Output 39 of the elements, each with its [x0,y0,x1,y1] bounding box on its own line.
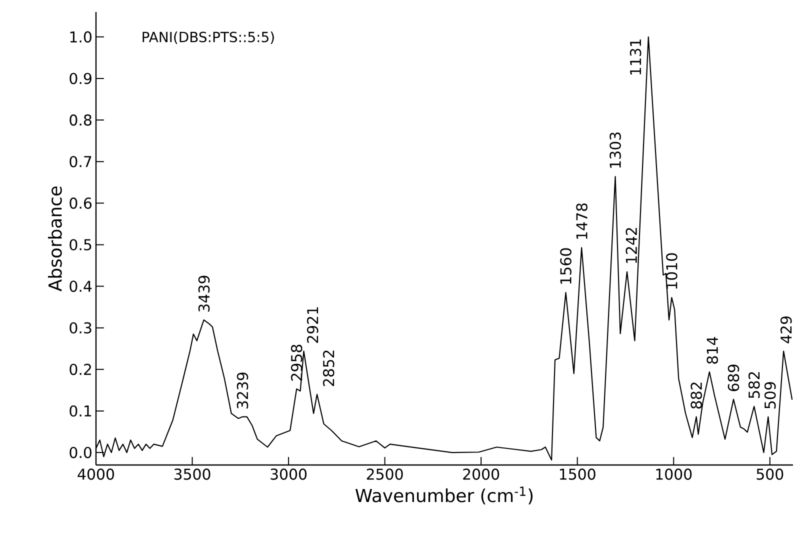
y-tick-label: 0.2 [70,364,91,376]
x-tick-label: 3000 [270,468,307,480]
annotation: 2852 [322,350,334,386]
y-tick-label: 0.6 [70,198,92,209]
annotation: 2921 [306,307,318,343]
annotation: 429 [780,316,792,344]
y-tick-label: 0.7 [70,156,92,168]
y-axis-title: Absorbance [48,186,62,292]
annotation: 582 [748,372,760,398]
y-tick-label: 0.5 [70,239,92,250]
x-tick-label: 2500 [366,468,403,480]
y-tick-label: 0.0 [70,446,92,458]
annotation: 882 [690,382,702,409]
annotation: 3239 [236,372,248,408]
y-tick-label: 0.1 [70,405,92,417]
annotation: 509 [764,382,776,408]
x-tick-label: 1500 [560,468,596,480]
annotation: 1010 [666,253,678,289]
annotation: 1131 [630,40,642,75]
y-tick-label: 0.8 [70,114,92,126]
annotation: 2958 [290,344,302,381]
y-tick-label: 1.0 [70,31,92,43]
annotation: 1242 [626,228,637,263]
x-tick-label: 500 [756,468,784,480]
annotation: 1560 [560,248,572,284]
x-tick-label: 4000 [78,468,114,480]
y-tick-label: 0.3 [70,322,92,334]
x-tick-label: 2000 [463,468,500,480]
x-tick-label: 3500 [174,468,210,480]
y-tick-label: 0.9 [70,72,92,84]
annotation: 1303 [610,132,621,168]
y-tick-label: 0.4 [70,280,92,292]
annotation: 689 [728,364,740,392]
annotation: 1478 [576,203,588,239]
annotation: 3439 [198,276,210,312]
annotation: 814 [706,337,718,364]
x-tick-label: 1000 [656,468,692,480]
text: PANI(DBS:PTS::5:5) [142,32,274,44]
x-axis-title: Wavenumber (cm$^{-1}$) [355,486,533,504]
